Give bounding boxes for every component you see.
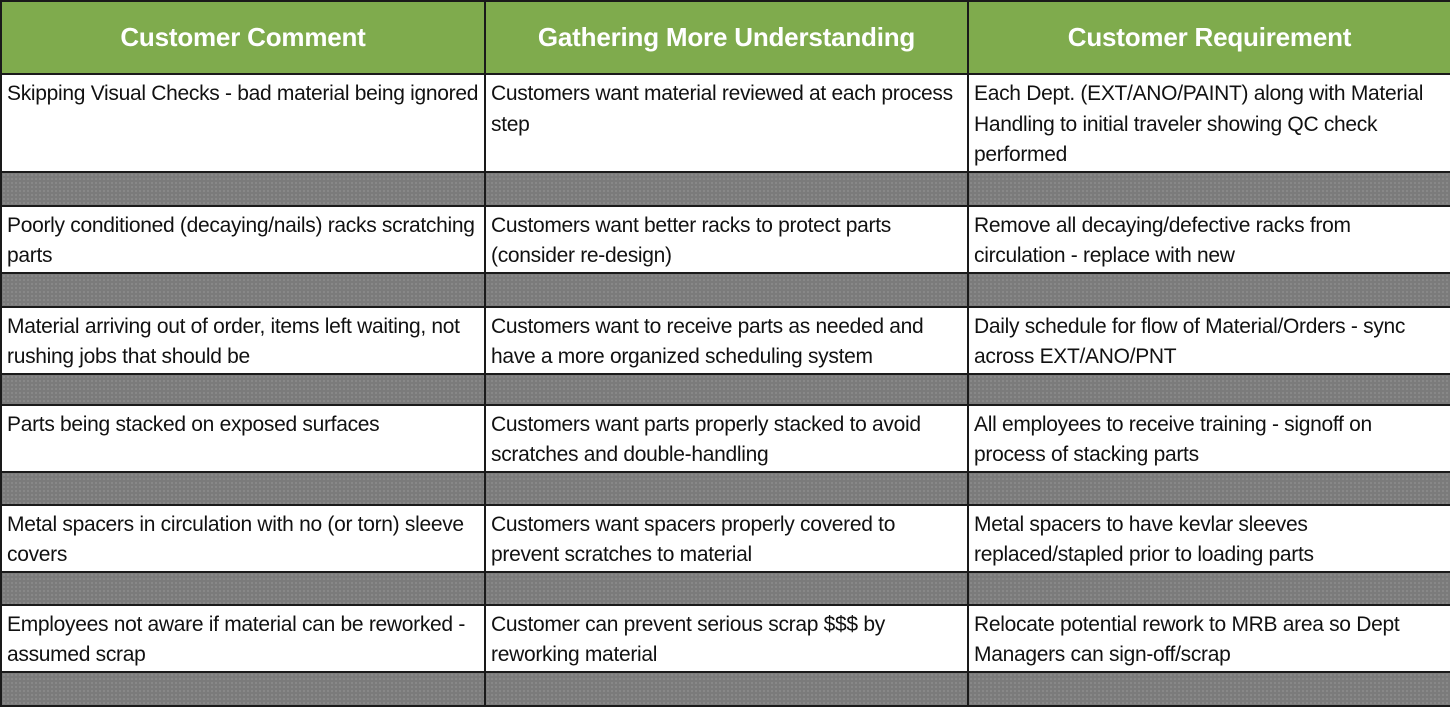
- cell-comment: Material arriving out of order, items le…: [0, 305, 486, 375]
- separator-cell: [0, 670, 486, 707]
- cell-requirement: All employees to receive training - sign…: [967, 403, 1450, 473]
- separator-cell: [967, 570, 1450, 606]
- cell-requirement: Remove all decaying/defective racks from…: [967, 204, 1450, 274]
- table-row: Poorly conditioned (decaying/nails) rack…: [0, 204, 1450, 274]
- cell-requirement: Metal spacers to have kevlar sleeves rep…: [967, 503, 1450, 573]
- separator-row: [0, 170, 1450, 207]
- cell-requirement: Daily schedule for flow of Material/Orde…: [967, 305, 1450, 375]
- header-gathering-understanding: Gathering More Understanding: [484, 0, 969, 75]
- header-row: Customer Comment Gathering More Understa…: [0, 0, 1450, 75]
- cell-understanding: Customer can prevent serious scrap $$$ b…: [484, 603, 969, 673]
- separator-row: [0, 670, 1450, 707]
- header-customer-comment: Customer Comment: [0, 0, 486, 75]
- separator-cell: [0, 271, 486, 308]
- separator-cell: [0, 170, 486, 207]
- table-row: Material arriving out of order, items le…: [0, 305, 1450, 375]
- separator-row: [0, 271, 1450, 308]
- cell-understanding: Customers want spacers properly covered …: [484, 503, 969, 573]
- separator-cell: [0, 570, 486, 606]
- cell-understanding: Customers want material reviewed at each…: [484, 73, 969, 173]
- header-customer-requirement: Customer Requirement: [967, 0, 1450, 75]
- separator-cell: [967, 170, 1450, 207]
- separator-cell: [484, 570, 969, 606]
- cell-understanding: Customers want parts properly stacked to…: [484, 403, 969, 473]
- separator-cell: [0, 470, 486, 506]
- table-row: Metal spacers in circulation with no (or…: [0, 503, 1450, 573]
- cell-comment: Employees not aware if material can be r…: [0, 603, 486, 673]
- separator-cell: [967, 271, 1450, 308]
- cell-comment: Metal spacers in circulation with no (or…: [0, 503, 486, 573]
- cell-understanding: Customers want better racks to protect p…: [484, 204, 969, 274]
- table-row: Employees not aware if material can be r…: [0, 603, 1450, 673]
- cell-comment: Parts being stacked on exposed surfaces: [0, 403, 486, 473]
- separator-cell: [484, 670, 969, 707]
- separator-row: [0, 372, 1450, 406]
- separator-row: [0, 470, 1450, 506]
- separator-cell: [967, 670, 1450, 707]
- separator-cell: [967, 372, 1450, 406]
- cell-comment: Poorly conditioned (decaying/nails) rack…: [0, 204, 486, 274]
- separator-cell: [484, 271, 969, 308]
- cell-requirement: Relocate potential rework to MRB area so…: [967, 603, 1450, 673]
- separator-cell: [484, 170, 969, 207]
- separator-cell: [967, 470, 1450, 506]
- table-row: Skipping Visual Checks - bad material be…: [0, 73, 1450, 173]
- cell-requirement: Each Dept. (EXT/ANO/PAINT) along with Ma…: [967, 73, 1450, 173]
- separator-cell: [484, 470, 969, 506]
- separator-cell: [484, 372, 969, 406]
- cell-understanding: Customers want to receive parts as neede…: [484, 305, 969, 375]
- table-row: Parts being stacked on exposed surfaces …: [0, 403, 1450, 473]
- separator-row: [0, 570, 1450, 606]
- separator-cell: [0, 372, 486, 406]
- cell-comment: Skipping Visual Checks - bad material be…: [0, 73, 486, 173]
